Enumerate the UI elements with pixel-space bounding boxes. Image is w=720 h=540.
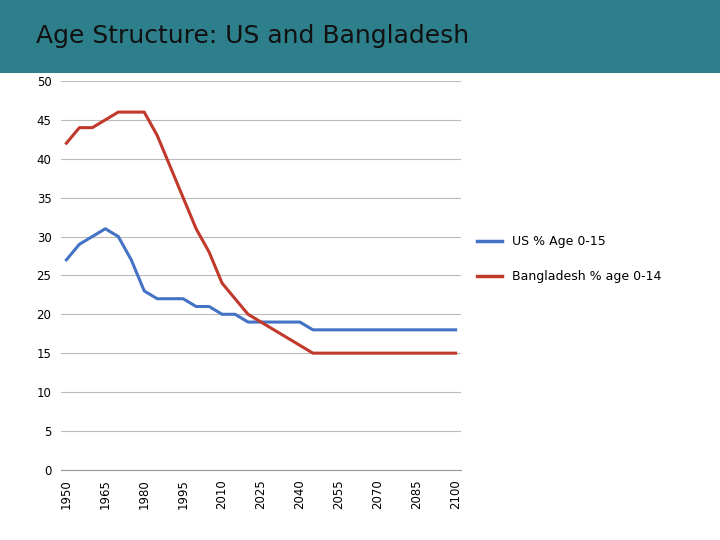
Legend: US % Age 0-15, Bangladesh % age 0-14: US % Age 0-15, Bangladesh % age 0-14: [472, 230, 666, 288]
Text: Age Structure: US and Bangladesh: Age Structure: US and Bangladesh: [36, 24, 469, 49]
